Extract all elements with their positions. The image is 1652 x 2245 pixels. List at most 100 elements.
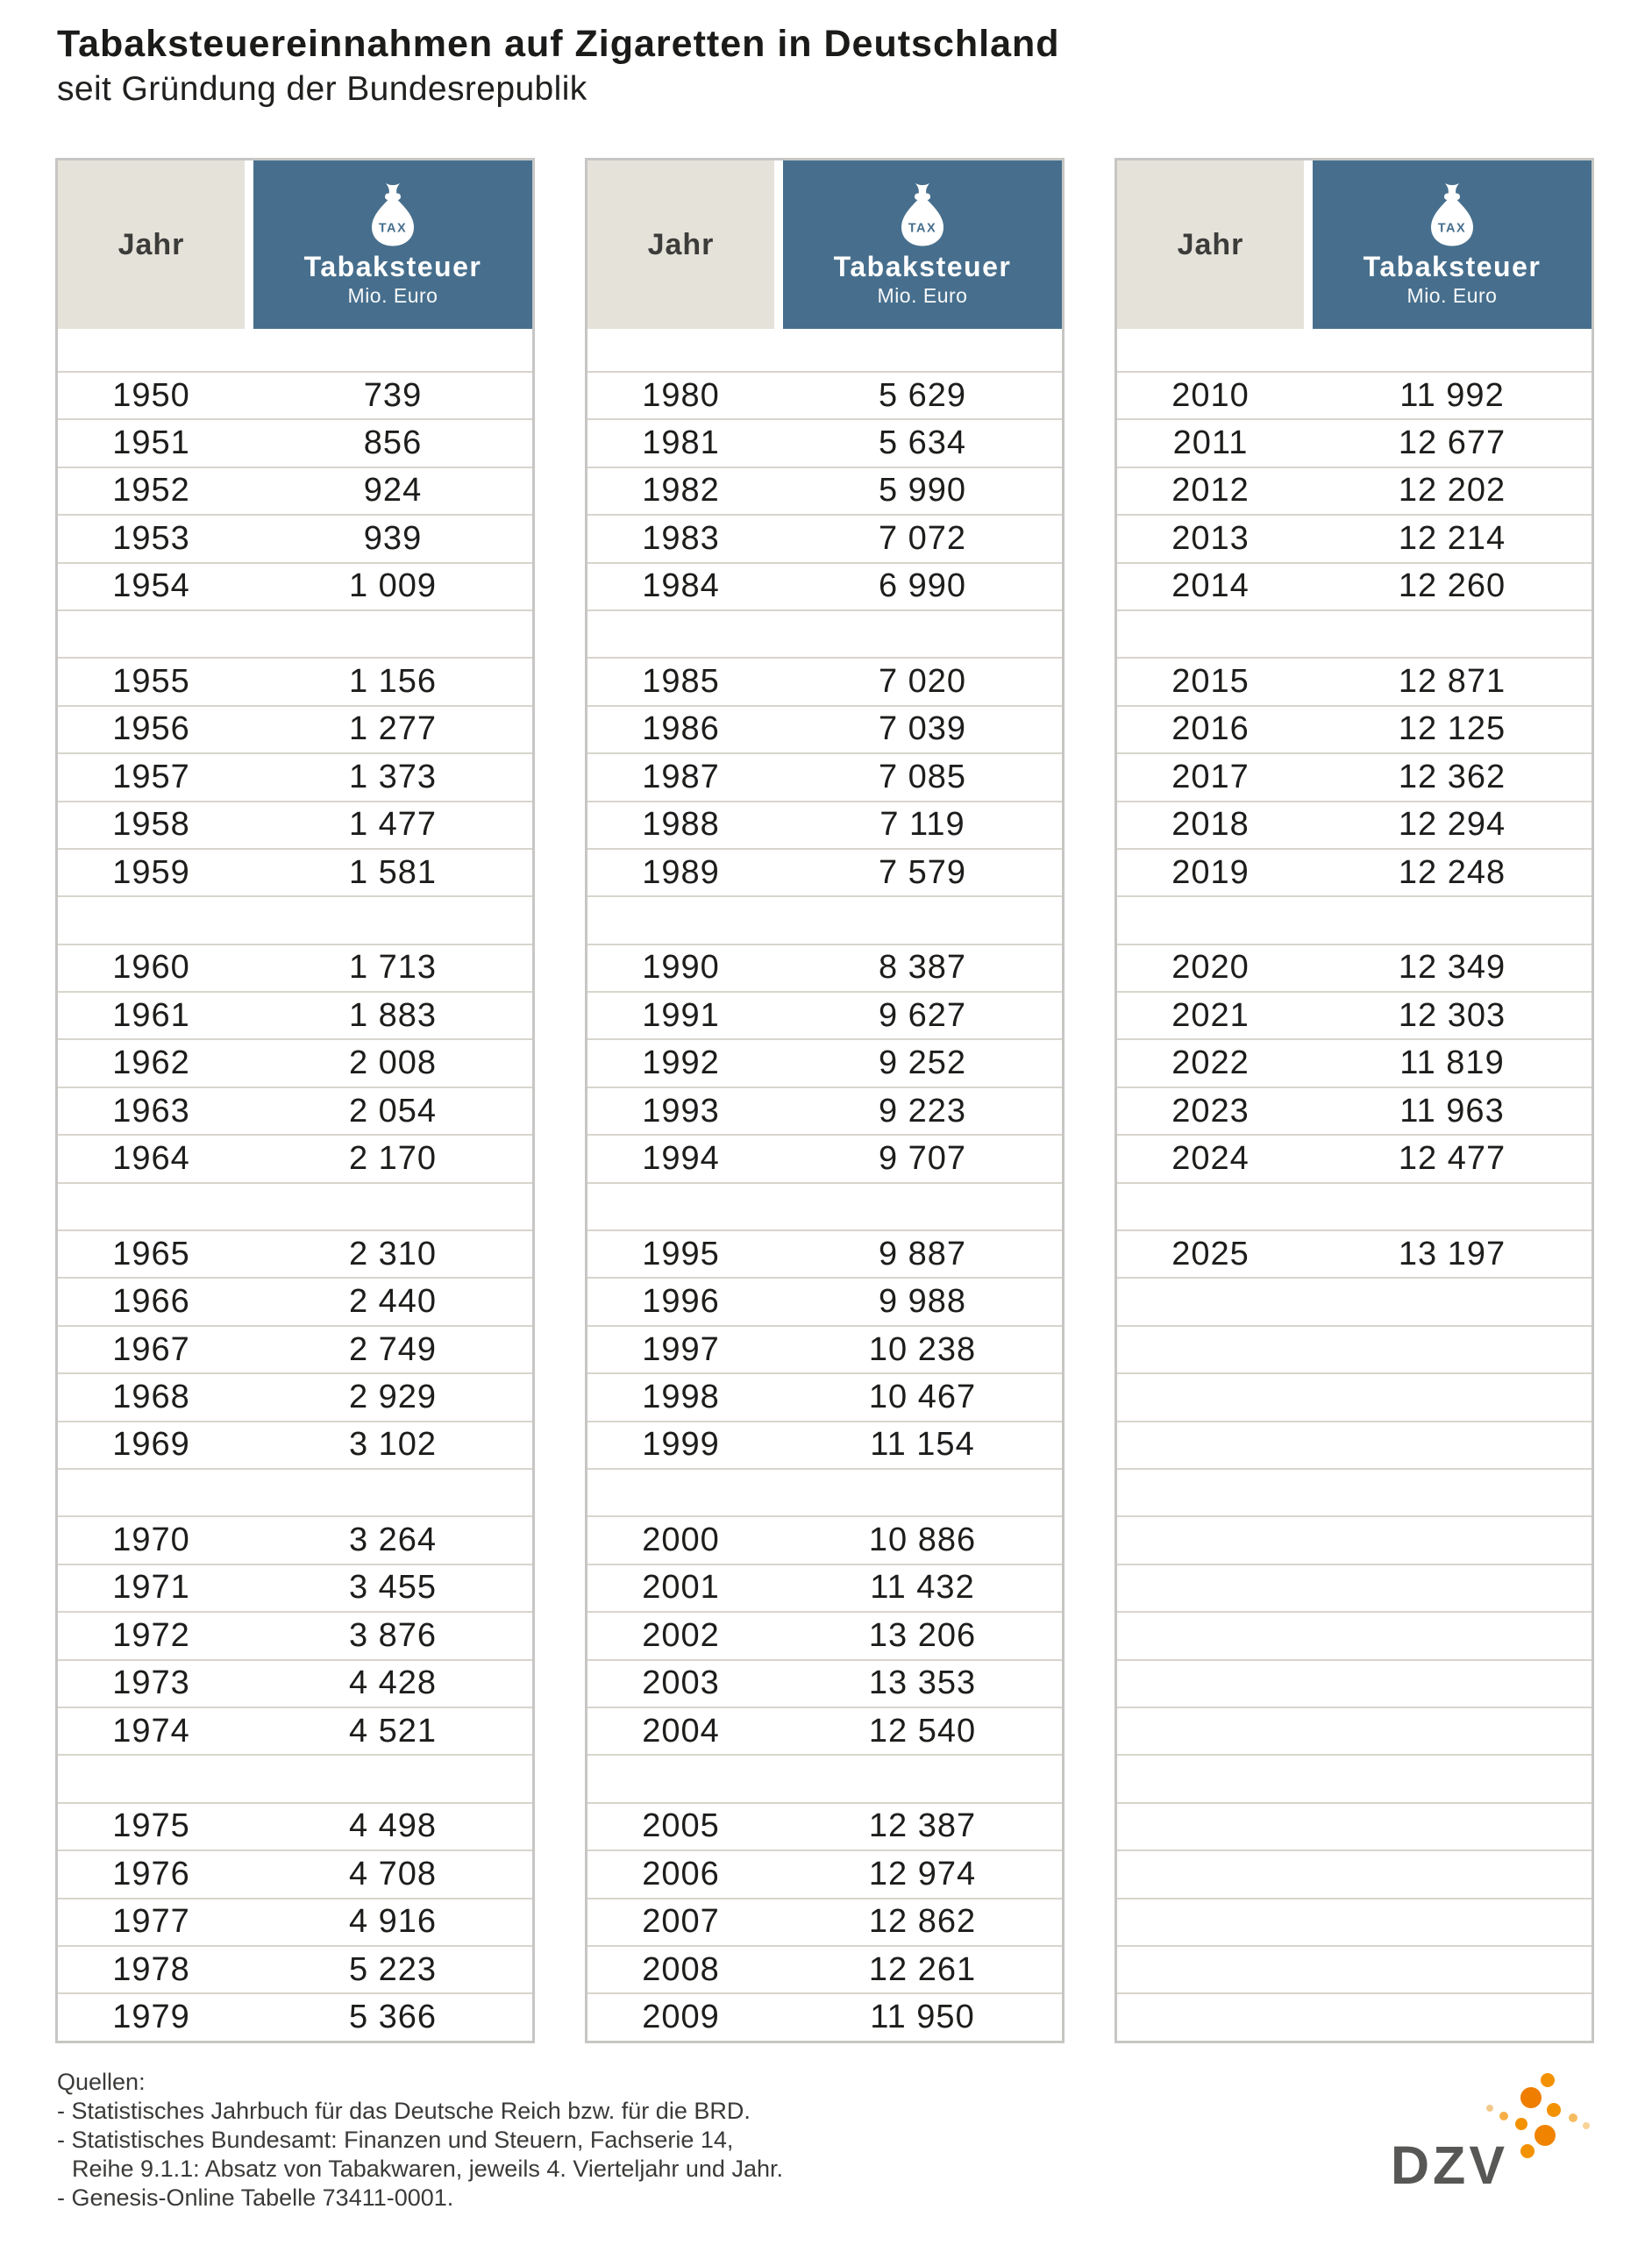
value-cell: 4 521 [348,1712,438,1750]
year-cell: 1981 [642,424,720,462]
table-row: 2024 12 477 [1117,1136,1591,1184]
year-cell: 2004 [642,1712,720,1750]
table-row: 2014 12 260 [1117,564,1591,611]
table-row: 1954 1 009 [58,564,532,611]
value-cell: 12 248 [1398,853,1506,891]
value-cell: 12 540 [868,1712,977,1750]
year-cell: 2008 [642,1950,720,1988]
table-row: 1970 3 264 [58,1517,532,1565]
table-row: 2019 12 248 [1117,850,1591,898]
table-row-empty [1117,1613,1591,1661]
table-row: 1960 1 713 [58,945,532,994]
value-cell: 12 349 [1398,949,1506,987]
value-cell: 11 819 [1399,1044,1505,1082]
table-row: 1996 9 988 [587,1279,1062,1327]
value-cell: 10 886 [868,1522,977,1559]
year-cell: 2013 [1171,519,1250,557]
tax-unit-label: Mio. Euro [347,283,438,307]
year-cell: 1980 [642,376,720,414]
value-cell: 2 008 [348,1044,438,1082]
value-cell: 8 387 [878,949,967,987]
value-cell: 7 072 [878,519,967,557]
year-cell: 2014 [1171,567,1250,605]
value-cell: 11 950 [870,1998,975,2035]
table-row: 1986 7 039 [587,707,1062,755]
value-cell: 12 387 [868,1807,977,1845]
value-cell: 4 428 [348,1664,438,1702]
table-row: 1991 9 627 [587,993,1062,1041]
table-row: 1997 10 238 [587,1327,1062,1375]
year-cell: 2011 [1172,424,1249,462]
year-cell: 1971 [112,1569,190,1607]
value-cell: 7 085 [878,758,967,795]
year-cell: 1974 [112,1712,190,1750]
table-row: 1961 1 883 [58,993,532,1041]
table-row: 1953 939 [58,516,532,564]
table-row-empty [1117,1708,1591,1757]
table-row: 1984 6 990 [587,564,1062,611]
table-row: 2003 13 353 [587,1661,1062,1708]
table-row: 1951 856 [58,420,532,468]
value-cell: 1 477 [348,806,438,844]
value-cell: 12 974 [868,1855,977,1892]
table-row: 1972 3 876 [58,1613,532,1661]
year-cell: 1988 [642,806,720,844]
tax-header-label: Tabaksteuer [1363,250,1542,282]
year-cell: 1986 [642,710,720,748]
table-row: 2006 12 974 [587,1851,1062,1899]
year-cell: 1967 [112,1330,190,1368]
value-cell: 13 197 [1398,1235,1506,1272]
year-cell: 2012 [1171,472,1250,510]
table-row: 2009 11 950 [587,1994,1062,2040]
year-cell: 1955 [112,663,190,701]
year-cell: 1982 [642,472,720,510]
table-row-empty [587,1756,1062,1804]
table-row: 2016 12 125 [1117,707,1591,755]
table-row: 1962 2 008 [58,1040,532,1088]
data-table-2010-2025: Jahr TAX Tabaksteuer Mio. Euro 2010 11 99… [1114,158,1594,2043]
value-cell: 5 366 [348,1998,438,2035]
table-header: Jahr TAX Tabaksteuer Mio. Euro [587,160,1062,329]
year-cell: 2003 [642,1664,720,1702]
value-cell: 4 916 [348,1903,438,1941]
table-row-empty [587,897,1062,945]
value-cell: 3 455 [348,1569,438,1607]
year-cell: 1984 [642,567,720,605]
value-cell: 1 277 [348,710,438,748]
value-cell: 11 432 [870,1569,975,1607]
value-cell: 7 039 [878,710,967,748]
year-cell: 2007 [642,1903,720,1941]
table-header: Jahr TAX Tabaksteuer Mio. Euro [1117,160,1591,329]
value-cell: 2 054 [348,1092,438,1130]
year-cell: 2022 [1171,1044,1250,1082]
table-row-empty [1117,1422,1591,1470]
year-cell: 2015 [1171,663,1250,701]
data-table-1950-1979: Jahr TAX Tabaksteuer Mio. Euro 1950 739 19… [55,158,535,2043]
logo-dot-icon [1515,2118,1527,2130]
table-row-empty [1117,611,1591,659]
table-row: 1967 2 749 [58,1327,532,1375]
table-row-empty [587,1470,1062,1518]
table-row: 2013 12 214 [1117,516,1591,564]
money-bag-tax-icon: TAX [901,182,943,246]
logo-dot-icon [1547,2103,1561,2117]
value-cell: 10 238 [868,1330,977,1368]
table-row: 1989 7 579 [587,850,1062,898]
money-bag-tax-icon: TAX [1431,182,1473,246]
source-item: - Genesis-Online Tabelle 73411-0001. [57,2184,454,2211]
table-row: 2011 12 677 [1117,420,1591,468]
table-row-empty [1117,1756,1591,1804]
year-cell: 1959 [112,853,190,891]
table-row: 2021 12 303 [1117,993,1591,1041]
source-item: - Statistisches Bundesamt: Finanzen und … [57,2127,734,2153]
year-cell: 1992 [642,1044,720,1082]
year-cell: 2018 [1171,806,1250,844]
table-row-empty [1117,1517,1591,1565]
year-cell: 1987 [642,758,720,795]
value-cell: 9 252 [878,1044,967,1082]
table-row: 1971 3 455 [58,1565,532,1614]
value-cell: 3 102 [348,1426,438,1464]
table-row-empty [1117,1661,1591,1708]
value-cell: 12 362 [1398,758,1506,795]
value-cell: 5 990 [878,472,967,510]
